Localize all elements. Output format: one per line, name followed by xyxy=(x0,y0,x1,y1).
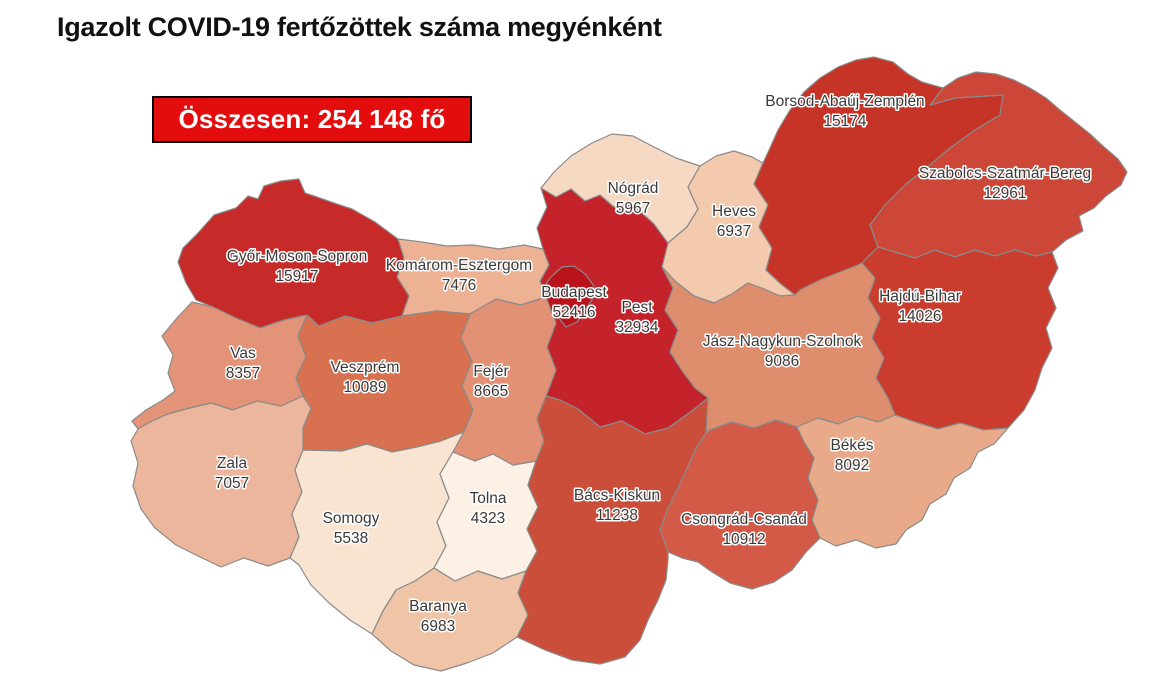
county-name-label-fejer: Fejér xyxy=(473,363,508,380)
county-name-label-csongrad-csanad: Csongrád-Csanád xyxy=(681,511,807,528)
county-value-label-heves: 6937 xyxy=(717,223,751,240)
county-name-label-borsod-abauj-zemplen: Borsod-Abaúj-Zemplén xyxy=(765,93,924,110)
county-baranya xyxy=(371,567,529,672)
county-value-label-fejer: 8665 xyxy=(474,383,508,400)
county-name-label-bacs-kiskun: Bács-Kiskun xyxy=(574,487,660,504)
county-value-label-bacs-kiskun: 11238 xyxy=(596,507,638,524)
county-name-label-tolna: Tolna xyxy=(469,490,506,507)
county-name-label-vas: Vas xyxy=(230,345,256,362)
county-name-label-zala: Zala xyxy=(217,455,248,472)
county-name-label-heves: Heves xyxy=(712,203,756,220)
county-hajdu-bihar xyxy=(861,246,1059,431)
county-value-label-hajdu-bihar: 14026 xyxy=(898,308,941,325)
county-value-label-tolna: 4323 xyxy=(471,510,505,527)
county-jasz-nagykun-szolnok xyxy=(661,262,896,434)
county-name-label-bekes: Békés xyxy=(830,437,873,454)
county-value-label-csongrad-csanad: 10912 xyxy=(722,531,765,548)
county-name-label-szabolcs-szatmar-bereg: Szabolcs-Szatmár-Bereg xyxy=(919,165,1091,182)
county-value-label-gyor-moson-sopron: 15917 xyxy=(275,268,318,285)
county-value-label-komarom-esztergom: 7476 xyxy=(442,277,476,294)
county-value-label-zala: 7057 xyxy=(215,475,249,492)
total-text: Összesen: 254 148 fő xyxy=(178,104,446,134)
county-bekes xyxy=(796,414,1009,549)
county-name-label-hajdu-bihar: Hajdú-Bihar xyxy=(879,288,961,305)
county-value-label-borsod-abauj-zemplen: 15174 xyxy=(823,113,866,130)
county-name-label-baranya: Baranya xyxy=(409,598,467,615)
county-name-label-nograd: Nógrád xyxy=(608,180,659,197)
county-bacs-kiskun xyxy=(516,395,709,665)
county-value-label-pest: 32934 xyxy=(615,319,658,336)
county-value-label-budapest: 52416 xyxy=(552,304,595,321)
county-name-label-gyor-moson-sopron: Győr-Moson-Sopron xyxy=(227,248,367,265)
county-value-label-somogy: 5538 xyxy=(334,530,368,547)
county-value-label-baranya: 6983 xyxy=(421,618,455,635)
county-name-label-pest: Pest xyxy=(621,299,653,316)
county-value-label-veszprem: 10089 xyxy=(343,379,386,396)
county-name-label-veszprem: Veszprém xyxy=(331,359,400,376)
county-value-label-szabolcs-szatmar-bereg: 12961 xyxy=(983,185,1026,202)
county-name-label-jasz-nagykun-szolnok: Jász-Nagykun-Szolnok xyxy=(703,333,862,350)
county-name-label-somogy: Somogy xyxy=(323,510,380,527)
county-value-label-nograd: 5967 xyxy=(616,200,650,217)
county-value-label-vas: 8357 xyxy=(226,365,260,382)
total-badge: Összesen: 254 148 fő xyxy=(152,96,472,143)
county-value-label-jasz-nagykun-szolnok: 9086 xyxy=(765,353,799,370)
county-fejer xyxy=(452,296,557,466)
county-value-label-bekes: 8092 xyxy=(835,457,869,474)
page-title: Igazolt COVID-19 fertőzöttek száma megyé… xyxy=(57,12,662,42)
county-name-label-komarom-esztergom: Komárom-Esztergom xyxy=(386,257,532,274)
county-name-label-budapest: Budapest xyxy=(541,284,607,301)
